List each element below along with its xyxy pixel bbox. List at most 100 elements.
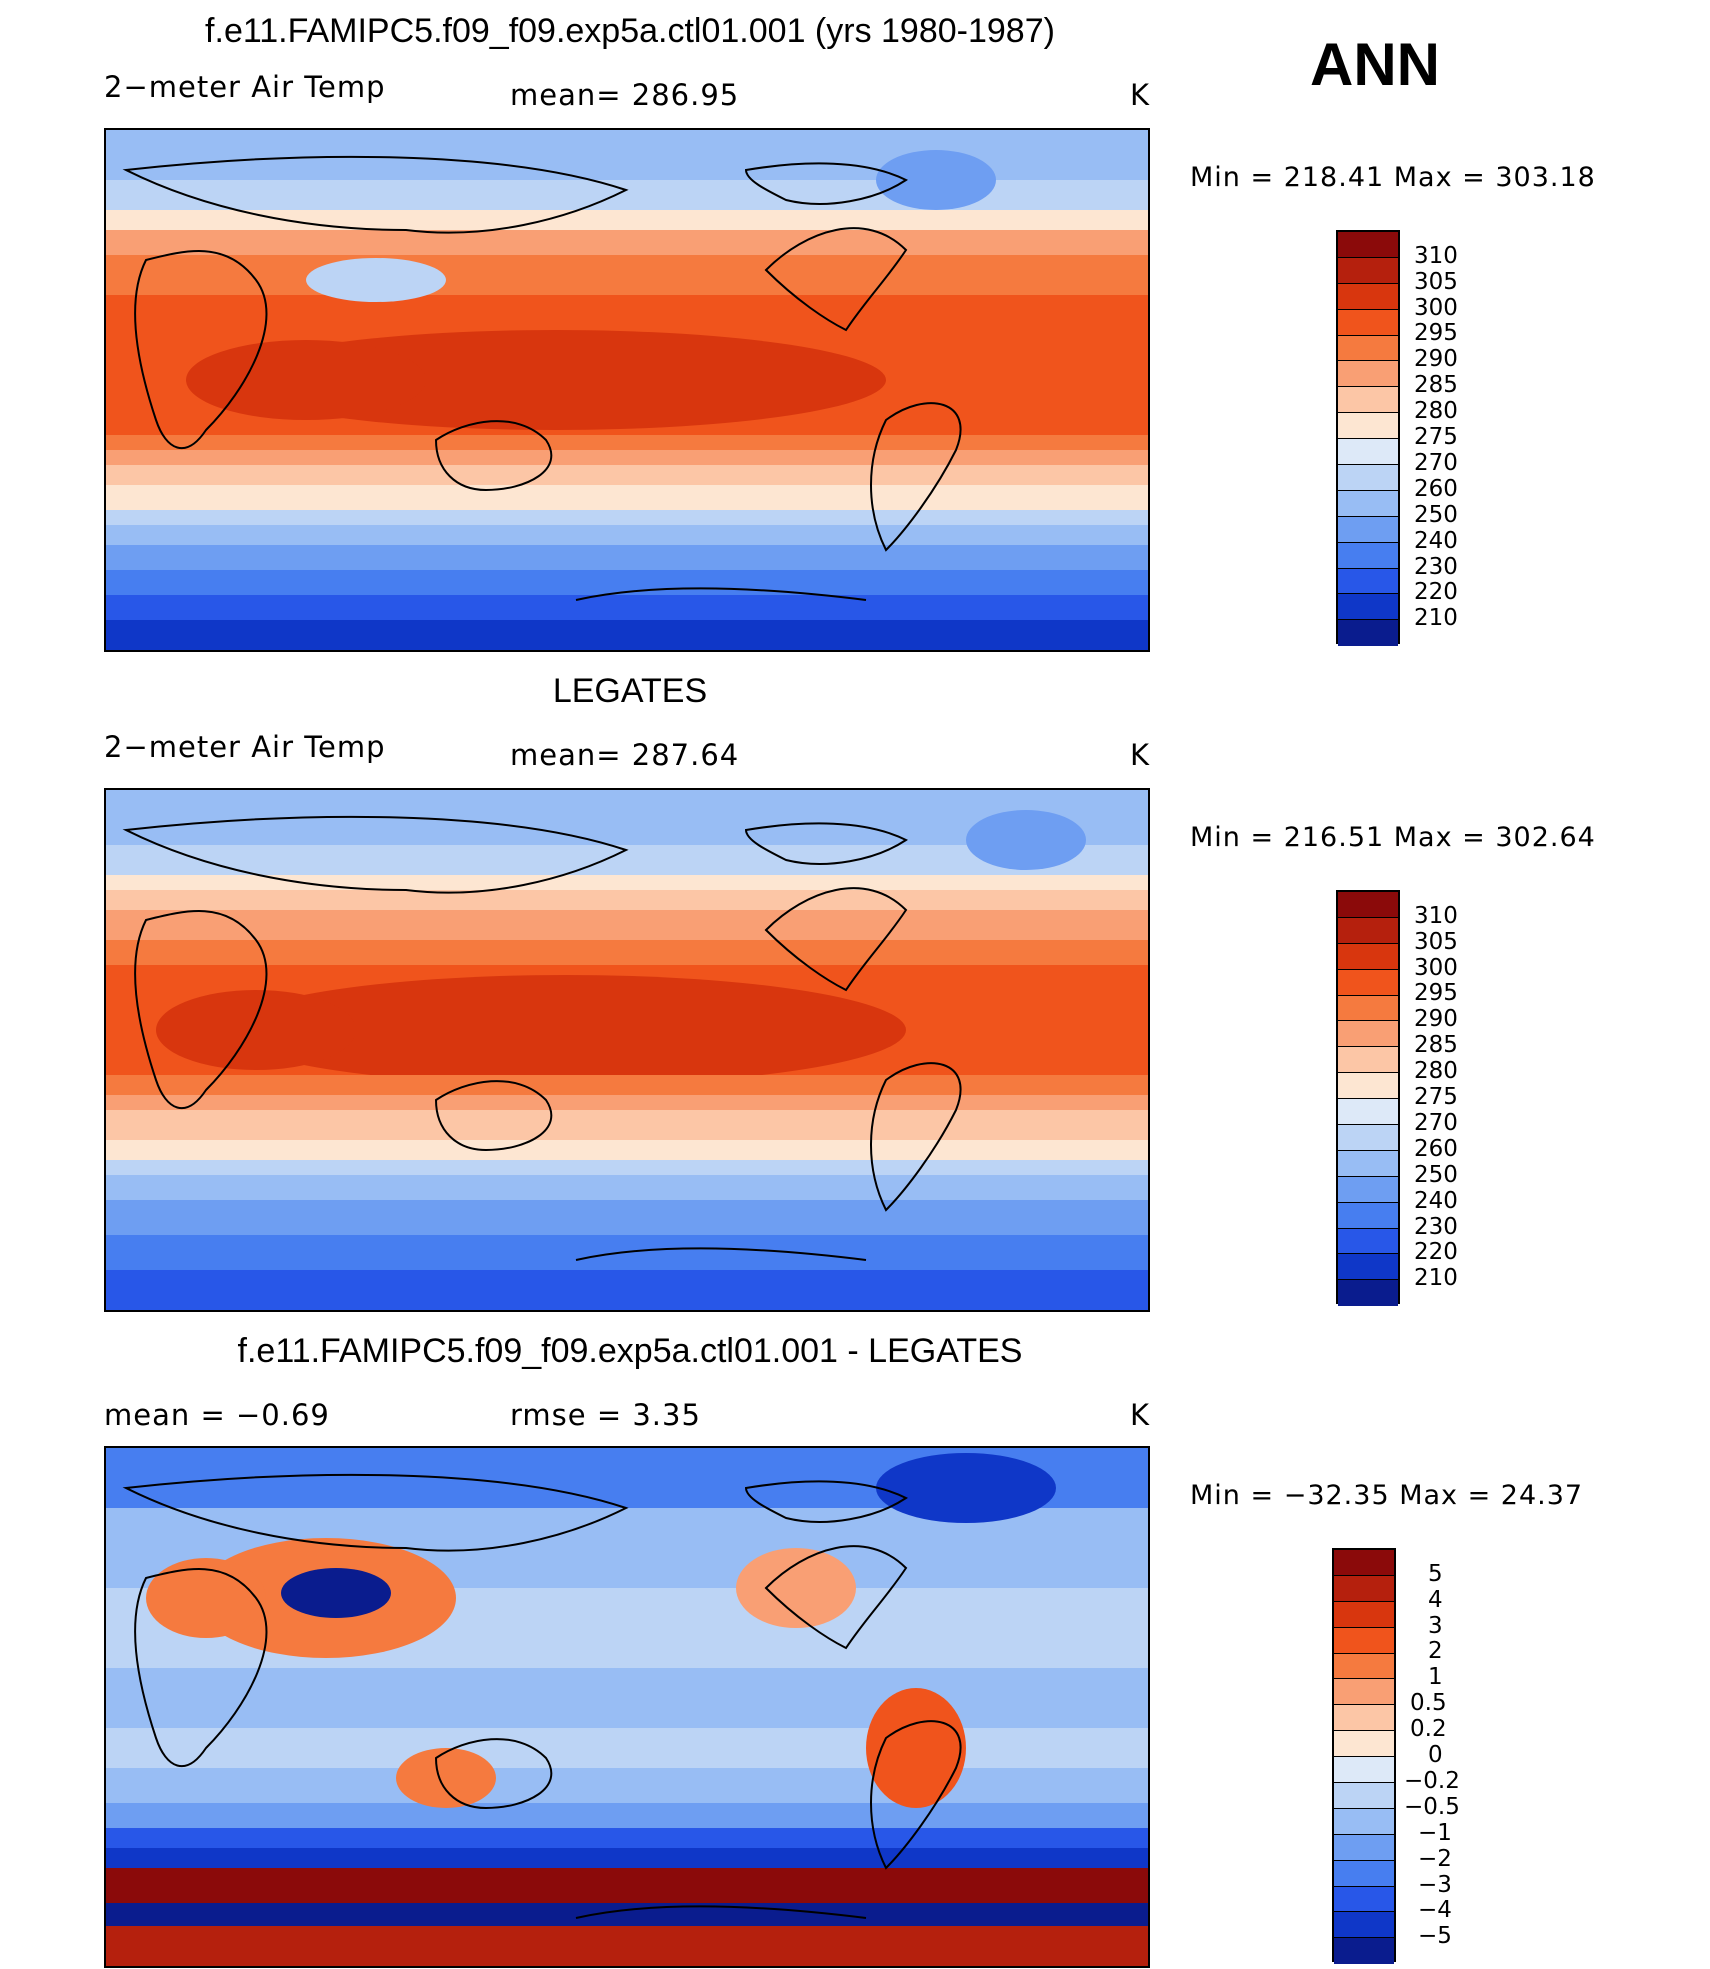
panel3-cbar-label: 3 xyxy=(1428,1613,1443,1639)
panel2-cbar-label: 260 xyxy=(1414,1136,1458,1162)
panel1-cbar-label: 230 xyxy=(1414,554,1458,580)
colorbar-swatch xyxy=(1338,232,1398,258)
colorbar-swatch xyxy=(1338,1047,1398,1074)
panel3-cbar-label: −3 xyxy=(1418,1872,1452,1898)
panel1-cbar-label: 300 xyxy=(1414,295,1458,321)
colorbar-swatch xyxy=(1334,1938,1394,1965)
colorbar-swatch xyxy=(1338,335,1398,362)
colorbar-swatch xyxy=(1334,1886,1394,1913)
panel3-mean-label: mean = −0.69 xyxy=(104,1398,330,1432)
panel2-cbar-label: 295 xyxy=(1414,980,1458,1006)
panel2-minmax: Min = 216.51 Max = 302.64 xyxy=(1190,822,1596,853)
colorbar-swatch xyxy=(1338,1228,1398,1255)
colorbar-swatch xyxy=(1338,1202,1398,1229)
colorbar-swatch xyxy=(1334,1731,1394,1758)
panel2-cbar-label: 310 xyxy=(1414,903,1458,929)
panel1-cbar-label: 295 xyxy=(1414,320,1458,346)
panel2-cbar-label: 230 xyxy=(1414,1214,1458,1240)
panel1-mean-label: mean= 286.95 xyxy=(510,78,740,112)
panel3-cbar-label: −4 xyxy=(1418,1897,1452,1923)
colorbar-swatch xyxy=(1338,516,1398,543)
panel3-rmse-label: rmse = 3.35 xyxy=(510,1398,701,1432)
panel1-cbar-label: 210 xyxy=(1414,605,1458,631)
panel3-colorbar xyxy=(1332,1548,1396,1965)
panel1-cbar-label: 280 xyxy=(1414,398,1458,424)
panel1-cbar-label: 240 xyxy=(1414,528,1458,554)
panel2-cbar-label: 250 xyxy=(1414,1162,1458,1188)
panel2-cbar-label: 270 xyxy=(1414,1110,1458,1136)
panel1-cbar-label: 275 xyxy=(1414,424,1458,450)
colorbar-swatch xyxy=(1334,1860,1394,1887)
colorbar-swatch xyxy=(1334,1808,1394,1835)
colorbar-swatch xyxy=(1338,892,1398,918)
panel2-cbar-label: 275 xyxy=(1414,1084,1458,1110)
panel1-cbar-label: 250 xyxy=(1414,502,1458,528)
panel3-title: f.e11.FAMIPC5.f09_f09.exp5a.ctl01.001 - … xyxy=(237,1332,1023,1370)
panel3-cbar-label: 4 xyxy=(1428,1587,1443,1613)
colorbar-swatch xyxy=(1338,943,1398,970)
panel1-cbar-label: 310 xyxy=(1414,243,1458,269)
colorbar-swatch xyxy=(1334,1575,1394,1602)
panel2-cbar-label: 290 xyxy=(1414,1006,1458,1032)
colorbar-swatch xyxy=(1338,594,1398,621)
colorbar-swatch xyxy=(1338,620,1398,647)
colorbar-swatch xyxy=(1338,1099,1398,1126)
panel1-cbar-label: 260 xyxy=(1414,476,1458,502)
panel3-cbar-label: −5 xyxy=(1418,1923,1452,1949)
colorbar-swatch xyxy=(1334,1679,1394,1706)
panel2-cbar-label: 305 xyxy=(1414,929,1458,955)
panel1-map xyxy=(104,128,1150,652)
panel3-cbar-label: 5 xyxy=(1428,1561,1443,1587)
panel1-variable-label: 2−meter Air Temp xyxy=(104,70,386,104)
panel1-cbar-label: 270 xyxy=(1414,450,1458,476)
panel1-cbar-label: 305 xyxy=(1414,269,1458,295)
panel1-cbar-label: 290 xyxy=(1414,346,1458,372)
panel3-cbar-label: 0 xyxy=(1428,1742,1443,1768)
panel1-minmax: Min = 218.41 Max = 303.18 xyxy=(1190,162,1596,193)
colorbar-swatch xyxy=(1338,542,1398,569)
panel2-cbar-label: 220 xyxy=(1414,1239,1458,1265)
colorbar-swatch xyxy=(1338,439,1398,466)
colorbar-swatch xyxy=(1334,1912,1394,1939)
season-label: ANN xyxy=(1310,31,1440,98)
colorbar-swatch xyxy=(1338,490,1398,517)
colorbar-swatch xyxy=(1338,568,1398,595)
panel2-cbar-label: 285 xyxy=(1414,1032,1458,1058)
colorbar-swatch xyxy=(1338,969,1398,996)
colorbar-swatch xyxy=(1338,283,1398,310)
panel1-cbar-label: 285 xyxy=(1414,372,1458,398)
colorbar-swatch xyxy=(1338,465,1398,491)
colorbar-swatch xyxy=(1334,1757,1394,1784)
panel1-colorbar xyxy=(1336,230,1400,647)
panel3-cbar-label: 0.5 xyxy=(1410,1690,1447,1716)
colorbar-swatch xyxy=(1338,387,1398,414)
panel2-mean-label: mean= 287.64 xyxy=(510,738,740,772)
panel2-title: LEGATES xyxy=(552,672,708,710)
panel2-cbar-label: 280 xyxy=(1414,1058,1458,1084)
panel3-cbar-label: −2 xyxy=(1418,1846,1452,1872)
panel3-cbar-label: −1 xyxy=(1418,1820,1452,1846)
colorbar-swatch xyxy=(1338,1280,1398,1307)
colorbar-swatch xyxy=(1338,1073,1398,1100)
colorbar-swatch xyxy=(1334,1705,1394,1732)
colorbar-swatch xyxy=(1334,1601,1394,1628)
panel2-cbar-label: 210 xyxy=(1414,1265,1458,1291)
colorbar-swatch xyxy=(1334,1550,1394,1576)
colorbar-swatch xyxy=(1338,309,1398,336)
panel2-variable-label: 2−meter Air Temp xyxy=(104,730,386,764)
panel2-colorbar xyxy=(1336,890,1400,1307)
panel3-cbar-label: −0.5 xyxy=(1404,1794,1460,1820)
colorbar-swatch xyxy=(1338,1176,1398,1203)
panel3-cbar-label: 2 xyxy=(1428,1638,1443,1664)
panel3-cbar-label: 0.2 xyxy=(1410,1716,1447,1742)
colorbar-swatch xyxy=(1338,413,1398,440)
colorbar-swatch xyxy=(1338,1150,1398,1177)
panel1-cbar-label: 220 xyxy=(1414,579,1458,605)
colorbar-swatch xyxy=(1334,1653,1394,1680)
colorbar-swatch xyxy=(1338,995,1398,1022)
panel1-units: K xyxy=(1130,78,1151,112)
panel2-cbar-label: 300 xyxy=(1414,955,1458,981)
panel3-cbar-label: 1 xyxy=(1428,1664,1443,1690)
panel3-map xyxy=(104,1446,1150,1968)
panel3-units: K xyxy=(1130,1398,1151,1432)
